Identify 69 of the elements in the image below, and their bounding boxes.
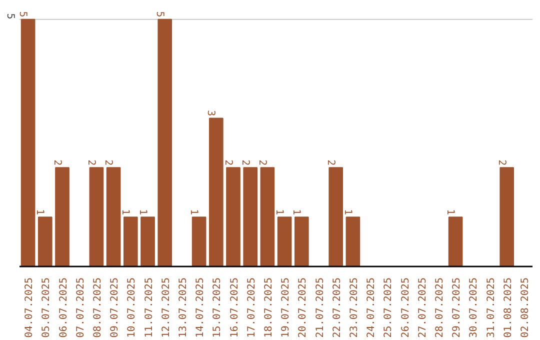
- data-label: 2: [496, 160, 507, 166]
- data-label: 3: [205, 110, 216, 116]
- data-label: 1: [120, 209, 131, 216]
- x-tick-label: 18.07.2025: [263, 277, 274, 338]
- bar: [192, 216, 206, 266]
- x-tick-label: 24.07.2025: [366, 277, 378, 338]
- bar: [294, 216, 309, 266]
- data-label: 2: [239, 160, 250, 166]
- x-tick-label: 13.07.2025: [178, 277, 189, 338]
- data-label: 1: [290, 209, 302, 216]
- bar: [38, 216, 52, 266]
- bar: [158, 18, 172, 266]
- x-tick-label: 30.07.2025: [468, 277, 480, 338]
- bar: [260, 167, 275, 266]
- bar: [226, 167, 240, 266]
- bar: [346, 216, 360, 266]
- bar: [277, 216, 292, 266]
- x-tick-label: 07.07.2025: [75, 277, 86, 338]
- data-label: 1: [342, 209, 353, 216]
- x-tick-label: 01.08.2025: [502, 277, 514, 338]
- data-label: 1: [34, 209, 46, 216]
- x-tick-label: 20.07.2025: [298, 277, 309, 338]
- x-tick-label: 12.07.2025: [160, 277, 172, 338]
- x-tick-label: 22.07.2025: [332, 277, 343, 338]
- bar: [500, 167, 514, 266]
- x-tick-label: 19.07.2025: [280, 277, 292, 338]
- x-tick-label: 16.07.2025: [229, 277, 240, 338]
- x-tick-label: 04.07.2025: [24, 277, 36, 338]
- x-tick-label: 26.07.2025: [400, 277, 412, 338]
- data-label: 2: [102, 160, 114, 166]
- x-tick-label: 17.07.2025: [246, 277, 258, 338]
- data-label: 2: [85, 160, 96, 166]
- x-tick-label: 05.07.2025: [41, 277, 52, 338]
- bar: [208, 118, 224, 266]
- data-label: 1: [444, 209, 456, 216]
- x-tick-label: 06.07.2025: [58, 277, 70, 338]
- data-label: 2: [256, 160, 268, 166]
- x-tick-label: 27.07.2025: [417, 277, 428, 338]
- x-tick-label: 11.07.2025: [144, 277, 155, 338]
- data-label: 2: [51, 160, 62, 166]
- x-tick-label: 21.07.2025: [314, 277, 326, 338]
- x-tick-label: 09.07.2025: [110, 277, 121, 338]
- bar: [448, 216, 463, 266]
- x-tick-label: 28.07.2025: [434, 277, 446, 338]
- bar: [123, 216, 138, 266]
- x-tick-label: 23.07.2025: [348, 277, 360, 338]
- bar: [55, 167, 70, 266]
- x-tick-label: 10.07.2025: [126, 277, 138, 338]
- data-label: 1: [188, 209, 200, 216]
- bar: [140, 216, 155, 266]
- x-tick-label: 02.08.2025: [520, 277, 531, 338]
- bar: [106, 167, 121, 266]
- data-label: 1: [136, 209, 148, 216]
- bar: [89, 167, 104, 266]
- ref-line-label: 5: [4, 13, 16, 20]
- data-label: 5: [17, 11, 28, 18]
- x-tick-label: 25.07.2025: [383, 277, 394, 338]
- x-tick-label: 31.07.2025: [486, 277, 497, 338]
- data-label: 2: [324, 160, 336, 166]
- bar: [20, 18, 36, 266]
- x-tick-label: 08.07.2025: [92, 277, 104, 338]
- bar: [328, 167, 344, 266]
- data-label: 2: [222, 160, 234, 166]
- x-tick-label: 29.07.2025: [452, 277, 463, 338]
- bar: [243, 167, 258, 266]
- data-label: 5: [154, 11, 165, 18]
- data-label: 1: [274, 209, 285, 216]
- x-tick-label: 15.07.2025: [212, 277, 224, 338]
- x-tick-label: 14.07.2025: [195, 277, 206, 338]
